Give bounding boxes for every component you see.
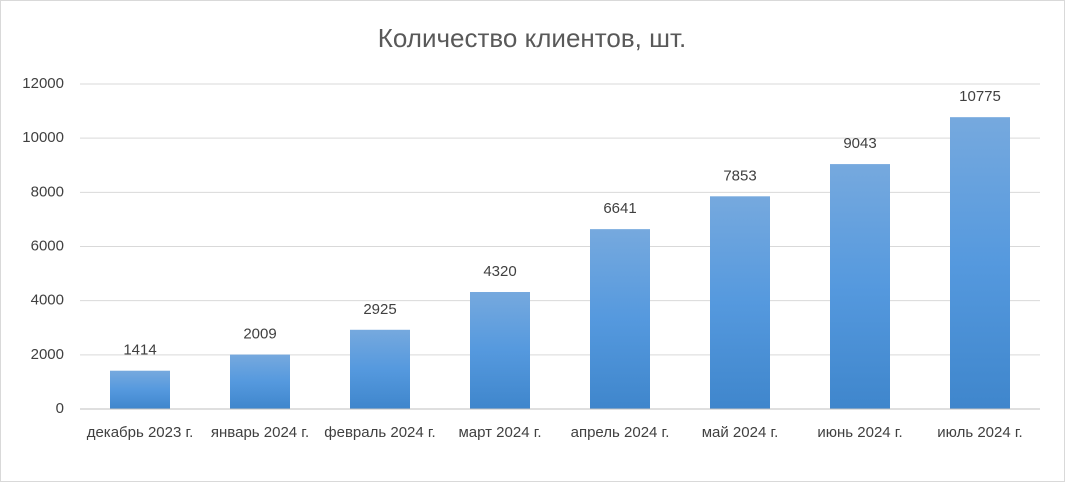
x-tick-label: декабрь 2023 г. — [86, 424, 194, 441]
y-tick-label: 6000 — [31, 237, 64, 254]
y-tick-label: 2000 — [31, 346, 64, 363]
x-tick-container: март 2024 г. — [458, 424, 542, 441]
bar — [230, 354, 290, 409]
data-label: 9043 — [843, 135, 876, 152]
x-tick-container: декабрь 2023 г. — [86, 424, 194, 441]
bar — [590, 229, 650, 409]
bar — [470, 292, 530, 409]
x-tick-container: июнь 2024 г. — [817, 424, 903, 441]
x-tick-label: апрель 2024 г. — [570, 424, 670, 441]
data-label: 10775 — [959, 88, 1001, 105]
y-tick-label: 4000 — [31, 292, 64, 309]
x-tick-label: июль 2024 г. — [937, 424, 1023, 441]
x-tick-label: июнь 2024 г. — [817, 424, 903, 441]
bar — [830, 164, 890, 409]
y-tick-label: 10000 — [22, 129, 64, 146]
x-tick-label: январь 2024 г. — [210, 424, 310, 441]
x-tick-label: май 2024 г. — [701, 424, 779, 441]
x-tick-container: май 2024 г. — [701, 424, 779, 441]
data-label: 2925 — [363, 301, 396, 318]
x-tick-container: январь 2024 г. — [210, 424, 310, 441]
data-label: 2009 — [243, 326, 276, 343]
data-label: 6641 — [603, 200, 636, 217]
bar — [350, 329, 410, 409]
bar — [710, 196, 770, 409]
chart-title: Количество клиентов, шт. — [378, 23, 686, 53]
y-tick-label: 0 — [56, 400, 64, 417]
x-tick-label: февраль 2024 г. — [324, 424, 436, 441]
data-label: 1414 — [123, 342, 156, 359]
x-tick-container: июль 2024 г. — [937, 424, 1023, 441]
bar — [950, 117, 1010, 409]
x-tick-container: февраль 2024 г. — [324, 424, 436, 441]
data-label: 7853 — [723, 167, 756, 184]
y-tick-label: 8000 — [31, 183, 64, 200]
data-label: 4320 — [483, 263, 516, 280]
y-tick-label: 12000 — [22, 75, 64, 92]
x-tick-label: март 2024 г. — [458, 424, 542, 441]
bar — [110, 370, 170, 409]
x-tick-container: апрель 2024 г. — [570, 424, 670, 441]
